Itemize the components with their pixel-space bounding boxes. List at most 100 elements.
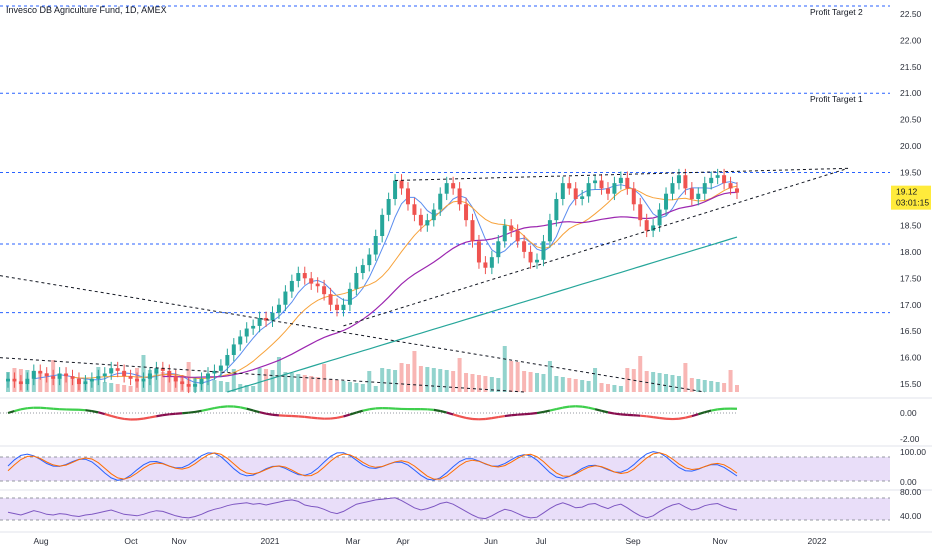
osc-segment <box>705 411 711 413</box>
x-tick-label: 2021 <box>261 536 280 546</box>
volume-bar <box>709 381 713 392</box>
osc-segment <box>8 411 14 413</box>
candle-body <box>709 178 713 183</box>
candle-body <box>25 379 29 384</box>
osc-segment <box>563 407 569 408</box>
candle-body <box>496 241 500 257</box>
candle-body <box>729 183 733 188</box>
volume-bar <box>225 382 229 392</box>
candle-body <box>225 355 229 366</box>
osc-segment <box>85 410 91 411</box>
volume-bar <box>625 368 629 392</box>
osc-segment <box>169 414 175 415</box>
volume-bar <box>277 357 281 392</box>
volume-bar <box>464 373 468 392</box>
x-tick-label: Nov <box>712 536 728 546</box>
volume-bar <box>251 386 255 392</box>
osc-segment <box>685 416 691 418</box>
candle-body <box>129 376 133 379</box>
candle-body <box>251 326 255 329</box>
volume-bar <box>219 381 223 392</box>
volume-bar <box>516 362 520 392</box>
candle-body <box>103 373 107 376</box>
candle-body <box>470 220 474 241</box>
candle-body <box>283 292 287 305</box>
osc-segment <box>298 416 304 417</box>
candle-body <box>51 376 55 379</box>
volume-bar <box>271 370 275 392</box>
osc-segment <box>202 409 208 410</box>
osc-segment <box>511 415 517 416</box>
osc-segment <box>150 416 156 417</box>
osc-segment <box>602 411 608 413</box>
candle-body <box>122 371 126 376</box>
candle-body <box>148 373 152 378</box>
ma-mid-line <box>73 186 738 379</box>
level-label: Profit Target 2 <box>810 7 863 17</box>
osc-segment <box>363 409 369 410</box>
candle-body <box>696 194 700 199</box>
volume-bar <box>677 376 681 392</box>
osc-segment <box>156 415 162 416</box>
candle-body <box>658 210 662 226</box>
volume-bar <box>290 373 294 392</box>
volume-bar <box>122 385 126 392</box>
candle-body <box>561 183 565 199</box>
candle-body <box>206 373 210 378</box>
volume-bar <box>593 368 597 392</box>
candle-body <box>277 305 281 313</box>
candle-body <box>19 381 23 384</box>
candle-body <box>393 180 397 199</box>
x-tick-label: Sep <box>625 536 640 546</box>
osc-segment <box>124 419 130 420</box>
osc-segment <box>305 417 311 418</box>
candle-body <box>200 379 204 384</box>
volume-bar <box>400 363 404 392</box>
volume-bar <box>696 379 700 392</box>
candle-body <box>341 305 345 310</box>
y-tick-label: 21.50 <box>900 62 922 72</box>
volume-bar <box>670 375 674 392</box>
candle-body <box>638 204 642 220</box>
candle-body <box>90 379 94 382</box>
volume-bar <box>580 380 584 392</box>
volume-bar <box>541 374 545 392</box>
osc-segment <box>331 418 337 419</box>
osc-segment <box>214 407 220 408</box>
candle-body <box>690 188 694 199</box>
osc-segment <box>550 409 556 411</box>
osc-segment <box>143 417 149 418</box>
candle-body <box>116 368 120 371</box>
candle-body <box>96 376 100 379</box>
candles <box>6 169 739 393</box>
candle-body <box>477 241 481 262</box>
candle-body <box>361 265 365 273</box>
osc-segment <box>692 414 698 416</box>
candle-body <box>174 376 178 381</box>
x-tick-label: Jul <box>536 536 547 546</box>
y-tick-label: 20.50 <box>900 115 922 125</box>
candle-body <box>58 373 62 378</box>
volume-bar <box>445 370 449 392</box>
osc-segment <box>208 408 214 409</box>
candle-body <box>722 175 726 183</box>
volume-bar <box>258 368 262 392</box>
candle-body <box>180 381 184 384</box>
ma-fast-line <box>34 182 737 383</box>
candle-body <box>632 188 636 204</box>
candle-body <box>432 210 436 221</box>
y-tick-label: 18.00 <box>900 247 922 257</box>
x-tick-label: Apr <box>396 536 409 546</box>
osc-segment <box>647 416 653 417</box>
volume-bar <box>529 372 533 392</box>
osc-segment <box>21 408 27 409</box>
candle-body <box>670 183 674 194</box>
osc-segment <box>718 409 724 410</box>
osc-segment <box>640 416 646 417</box>
y-tick-label: 17.50 <box>900 273 922 283</box>
osc-segment <box>105 414 111 416</box>
volume-bar <box>348 382 352 392</box>
candle-body <box>464 204 468 220</box>
